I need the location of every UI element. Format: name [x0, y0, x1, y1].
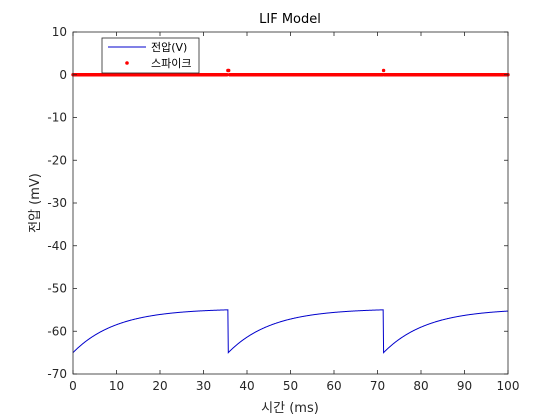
y-tick-label: -20: [47, 153, 67, 167]
legend-box: [101, 37, 200, 74]
y-tick-label: -70: [47, 367, 67, 381]
legend: 전압(V) 스파이크: [101, 37, 200, 74]
x-tick-label: 60: [326, 379, 341, 393]
plot-area: [73, 32, 508, 374]
chart-title: LIF Model: [259, 12, 321, 27]
y-tick-label: -30: [47, 196, 67, 210]
legend-spike-swatch: [125, 61, 129, 65]
x-axis-label: 시간 (ms): [261, 401, 319, 416]
legend-spike-label: 스파이크: [151, 57, 191, 70]
spike-point: [227, 68, 231, 73]
y-tick-label: 0: [59, 68, 67, 82]
y-tick-label: 10: [52, 25, 67, 39]
y-tick-label: -60: [47, 324, 67, 338]
plot-marks: [71, 68, 510, 354]
x-tick-label: 100: [497, 379, 520, 393]
x-tick-label: 0: [69, 379, 77, 393]
y-tick-label: -40: [47, 239, 67, 253]
legend-voltage-label: 전압(V): [151, 41, 187, 54]
x-tick-label: 90: [457, 379, 472, 393]
voltage-line: [72, 309, 509, 354]
x-tick-label: 20: [152, 379, 167, 393]
spike-point: [381, 68, 386, 73]
axis-ticks: 0 10 20 30 40 50 60 70 80 90 100100-10-20-30-40-50…: [47, 25, 519, 393]
y-axis-label: 전압 (mV): [28, 173, 43, 233]
x-tick-label: 80: [413, 379, 428, 393]
y-tick-label: -50: [47, 282, 67, 296]
spike-markers: [71, 68, 510, 77]
x-tick-label: 10: [109, 379, 124, 393]
x-tick-label: 70: [370, 379, 385, 393]
x-tick-label: 30: [196, 379, 211, 393]
x-tick-label: 50: [283, 379, 298, 393]
spike-point: [225, 73, 229, 77]
y-tick-label: -10: [47, 111, 67, 125]
x-tick-label: 40: [239, 379, 254, 393]
